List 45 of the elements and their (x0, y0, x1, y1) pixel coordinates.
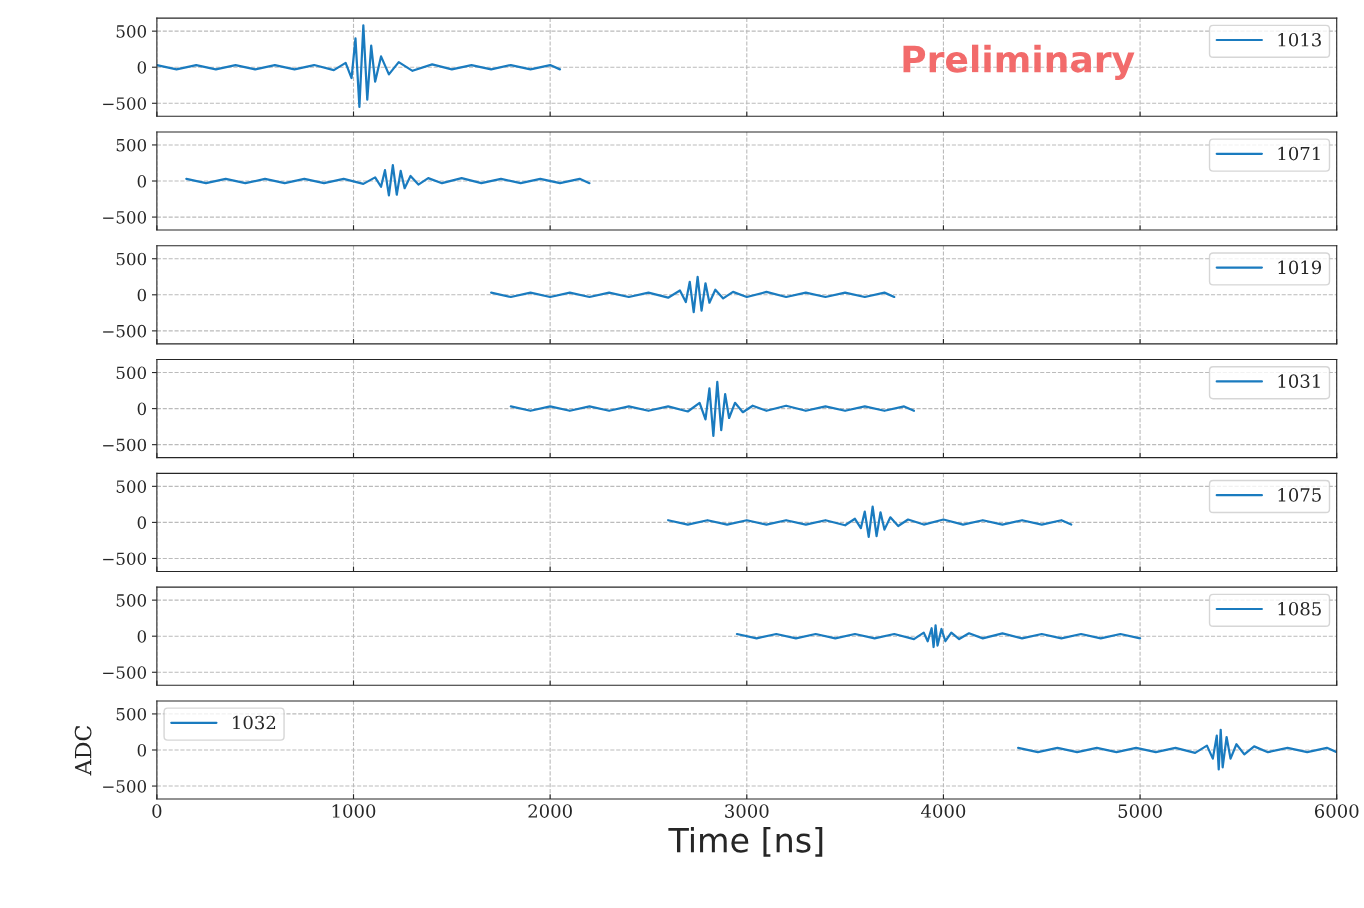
annotation: Preliminary (903, 44, 1135, 80)
x-axis-title: Time [ns] (668, 826, 823, 857)
legend-label: 1031 (1278, 374, 1320, 388)
y-tick-label: 0 (137, 516, 147, 529)
y-tick-label: 500 (116, 252, 147, 266)
legend-label: 1071 (1278, 146, 1320, 161)
y-tick-label: −500 (103, 666, 147, 679)
x-tick-label: 1000 (332, 804, 376, 818)
y-tick-label: −500 (103, 97, 147, 110)
x-tick-label: 3000 (725, 804, 769, 818)
y-tick-label: 0 (137, 630, 147, 643)
line-series (490, 275, 896, 314)
y-tick-label: 500 (116, 138, 147, 152)
legend-label: 1019 (1278, 260, 1322, 275)
x-tick-label: 2000 (528, 804, 572, 818)
legend-label: 1085 (1278, 601, 1321, 616)
line-series (509, 380, 916, 438)
y-tick-label: −500 (103, 438, 147, 452)
y-tick-label: −500 (103, 324, 147, 338)
y-tick-label: 500 (116, 25, 147, 38)
legend-label: 1032 (233, 715, 276, 730)
line-series (667, 505, 1073, 538)
y-tick-label: −500 (103, 780, 147, 793)
line-series (735, 624, 1142, 649)
y-tick-label: 0 (137, 402, 147, 416)
x-tick-label: 5000 (1118, 804, 1162, 818)
line-series (1017, 728, 1337, 771)
line-series (185, 164, 591, 197)
legend-label: 1013 (1278, 32, 1321, 47)
y-tick-label: 0 (137, 743, 147, 757)
y-tick-label: −500 (103, 211, 147, 224)
legend-label: 1075 (1278, 488, 1321, 502)
y-tick-label: 500 (116, 480, 147, 493)
y-tick-label: 0 (137, 174, 147, 188)
y-tick-label: 500 (116, 707, 147, 721)
y-tick-label: 500 (116, 594, 147, 607)
y-tick-label: 0 (137, 288, 147, 302)
x-tick-label: 4000 (921, 804, 966, 818)
y-tick-label: 0 (137, 61, 147, 74)
y-tick-label: 500 (116, 366, 147, 380)
y-tick-label: −500 (103, 552, 147, 566)
x-tick-label: 0 (152, 804, 162, 818)
y-axis-title: ADC (74, 725, 92, 776)
line-series (156, 24, 562, 108)
x-tick-label: 6000 (1314, 804, 1359, 818)
